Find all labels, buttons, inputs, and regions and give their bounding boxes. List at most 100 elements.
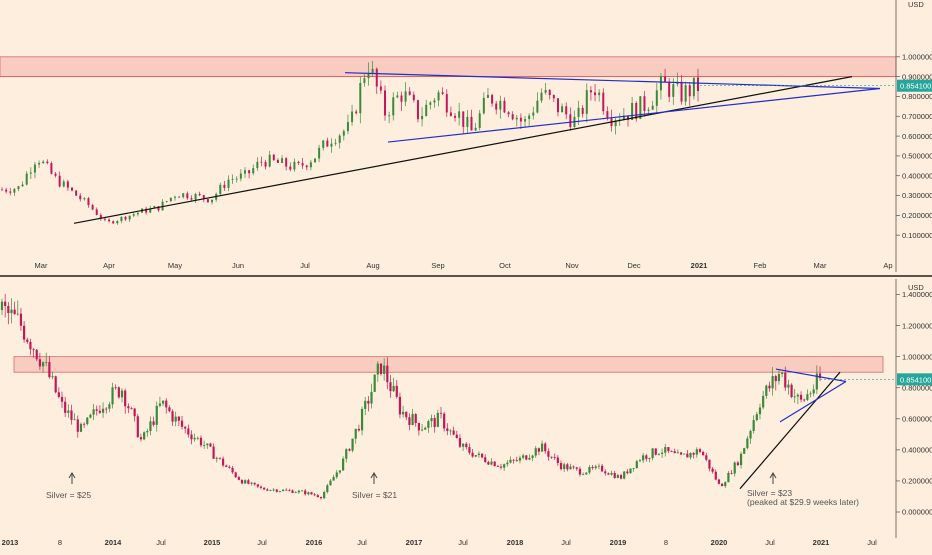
- x-tick-label: 2015: [204, 538, 221, 547]
- candle-body: [206, 443, 209, 446]
- candle-body: [54, 376, 57, 393]
- candle-body: [60, 396, 64, 402]
- candle-body: [651, 448, 654, 458]
- x-tick-label: Feb: [754, 261, 767, 270]
- candle-body: [613, 472, 616, 478]
- candle-body: [348, 449, 351, 451]
- candle-body: [525, 455, 528, 460]
- candle-body: [360, 408, 364, 431]
- candle-body: [41, 362, 45, 367]
- candle-body: [67, 410, 70, 413]
- candle-body: [363, 78, 366, 83]
- candle-body: [182, 193, 185, 198]
- candle-body: [408, 417, 411, 425]
- candle-body: [660, 452, 664, 454]
- candle-body: [408, 91, 411, 95]
- candle-body: [117, 387, 120, 398]
- candle-body: [553, 457, 556, 458]
- candle-body: [445, 94, 448, 113]
- candle-body: [338, 135, 341, 143]
- price-tick-label: 0.600000: [902, 132, 932, 141]
- candle-body: [211, 199, 214, 203]
- candle-body: [157, 206, 160, 211]
- candle-body: [730, 472, 733, 474]
- candle-body: [552, 95, 555, 99]
- candle-body: [130, 408, 133, 410]
- candle-body: [99, 214, 102, 219]
- candle-body: [708, 459, 711, 469]
- candle-body: [455, 434, 458, 438]
- candle-body: [758, 407, 762, 415]
- candle-body: [266, 489, 269, 491]
- candle-body: [746, 438, 749, 449]
- candle-body: [70, 410, 73, 420]
- candle-body: [193, 437, 196, 440]
- candle-body: [610, 472, 613, 475]
- candle-body: [622, 115, 625, 120]
- candle-body: [133, 408, 136, 417]
- candle-body: [98, 410, 102, 413]
- candle-body: [178, 196, 181, 198]
- candle-body: [400, 95, 403, 102]
- candle-body: [648, 457, 651, 459]
- x-tick-label: Jul: [561, 538, 571, 547]
- candle-body: [124, 390, 127, 407]
- candle-body: [355, 111, 358, 114]
- candle-body: [64, 401, 67, 413]
- candle-body: [503, 100, 506, 113]
- candle-body: [268, 154, 271, 167]
- last-price-badge: [897, 79, 932, 92]
- candle-body: [237, 477, 240, 480]
- candle-body: [449, 112, 452, 116]
- candle-body: [537, 448, 541, 452]
- price-tick-label: 0.100000: [902, 231, 932, 240]
- candle-body: [209, 443, 212, 447]
- candle-body: [371, 68, 374, 74]
- candle-body: [29, 342, 32, 350]
- candle-body: [180, 420, 184, 427]
- candle-body: [755, 414, 758, 421]
- price-tick-label: 1.200000: [902, 321, 932, 330]
- candle-body: [702, 451, 705, 456]
- annotation-label: Silver = $25: [46, 490, 91, 500]
- candle-body: [103, 218, 106, 220]
- triangle-upper-line: [344, 72, 881, 90]
- candle-body: [263, 487, 266, 490]
- candle-body: [158, 403, 162, 406]
- candle-body: [313, 494, 316, 496]
- candle-body: [186, 193, 189, 199]
- candle-body: [642, 455, 645, 461]
- resistance-zone: [13, 356, 884, 373]
- candle-body: [793, 396, 796, 398]
- candle-body: [465, 443, 468, 448]
- x-tick-label: Jul: [300, 261, 310, 270]
- candle-body: [334, 142, 337, 144]
- candle-body: [46, 161, 49, 164]
- candle-body: [95, 409, 98, 411]
- price-tick-label: 1.400000: [902, 290, 932, 299]
- candle-body: [250, 482, 253, 484]
- candle-body: [503, 464, 506, 468]
- candle-body: [58, 175, 61, 187]
- candle-body: [21, 184, 24, 187]
- candle-body: [796, 394, 799, 397]
- candle-body: [421, 116, 424, 120]
- uptrend-line: [739, 371, 841, 490]
- candle-body: [512, 459, 515, 461]
- candle-body: [705, 455, 708, 460]
- candle-body: [531, 455, 534, 458]
- candle-body: [594, 92, 597, 96]
- candle-body: [468, 447, 471, 453]
- candle-body: [194, 194, 197, 200]
- candle-body: [548, 89, 551, 96]
- candle-body: [575, 467, 578, 469]
- x-tick-label: Jul: [765, 538, 775, 547]
- candle-body: [717, 479, 721, 484]
- candle-body: [607, 473, 610, 475]
- annotation-arrow-head: [68, 472, 76, 479]
- candle-body: [676, 452, 679, 454]
- candle-body: [62, 181, 65, 187]
- candle-body: [146, 431, 149, 433]
- candle-body: [572, 466, 575, 468]
- candle-body: [35, 349, 38, 360]
